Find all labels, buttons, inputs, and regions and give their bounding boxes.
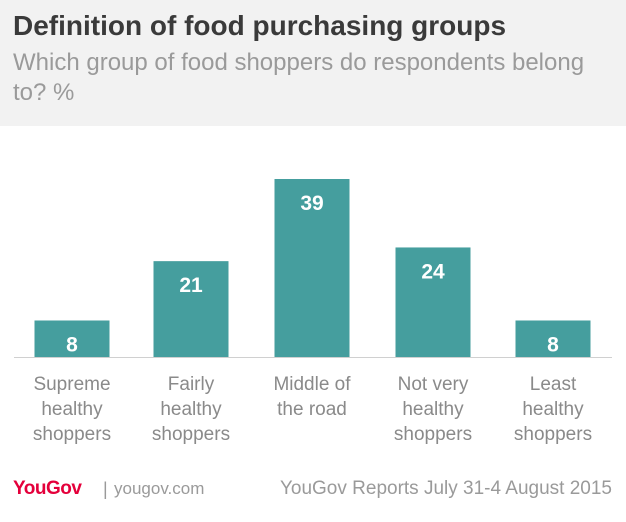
bar-chart: 8 21 39 24 8 Supreme healthy shoppers Fairly hea… bbox=[14, 179, 612, 445]
bar-1 bbox=[153, 261, 229, 357]
category-label-line: shoppers bbox=[514, 424, 592, 445]
category-label-line: the road bbox=[277, 399, 347, 420]
site-link[interactable]: yougov.com bbox=[114, 479, 205, 498]
category-label-line: Fairly bbox=[168, 374, 215, 395]
category-label-line: healthy bbox=[402, 399, 464, 420]
bar-value-label: 8 bbox=[66, 333, 78, 356]
bar-value-label: 21 bbox=[179, 274, 203, 297]
category-label-line: healthy bbox=[160, 399, 222, 420]
category-label-line: healthy bbox=[41, 399, 103, 420]
yougov-logo[interactable]: YouGov bbox=[13, 478, 82, 499]
category-label-line: healthy bbox=[522, 399, 584, 420]
chart-footer: YouGov | yougov.com YouGov Reports July … bbox=[0, 474, 626, 504]
bar-4 bbox=[515, 320, 591, 357]
category-label-line: Not very bbox=[398, 374, 469, 395]
chart-header: Definition of food purchasing groups Whi… bbox=[0, 0, 626, 126]
category-label-line: Least bbox=[530, 374, 577, 395]
footer-separator: | bbox=[103, 479, 108, 499]
chart-title: Definition of food purchasing groups bbox=[13, 10, 507, 41]
bar-2 bbox=[274, 179, 350, 357]
category-label-line: shoppers bbox=[152, 424, 230, 445]
bar-0 bbox=[34, 320, 110, 357]
category-label-line: Middle of bbox=[273, 374, 351, 395]
source-note: YouGov Reports July 31-4 August 2015 bbox=[279, 478, 612, 499]
category-label-line: shoppers bbox=[33, 424, 111, 445]
chart-subtitle: Which group of food shoppers do responde… bbox=[13, 49, 585, 106]
bar-value-label: 39 bbox=[300, 192, 323, 215]
category-label-line: shoppers bbox=[394, 424, 472, 445]
bar-value-label: 24 bbox=[421, 260, 445, 283]
bar-value-label: 8 bbox=[547, 333, 559, 356]
bar-3 bbox=[395, 247, 471, 357]
category-label-line: Supreme bbox=[33, 374, 110, 395]
